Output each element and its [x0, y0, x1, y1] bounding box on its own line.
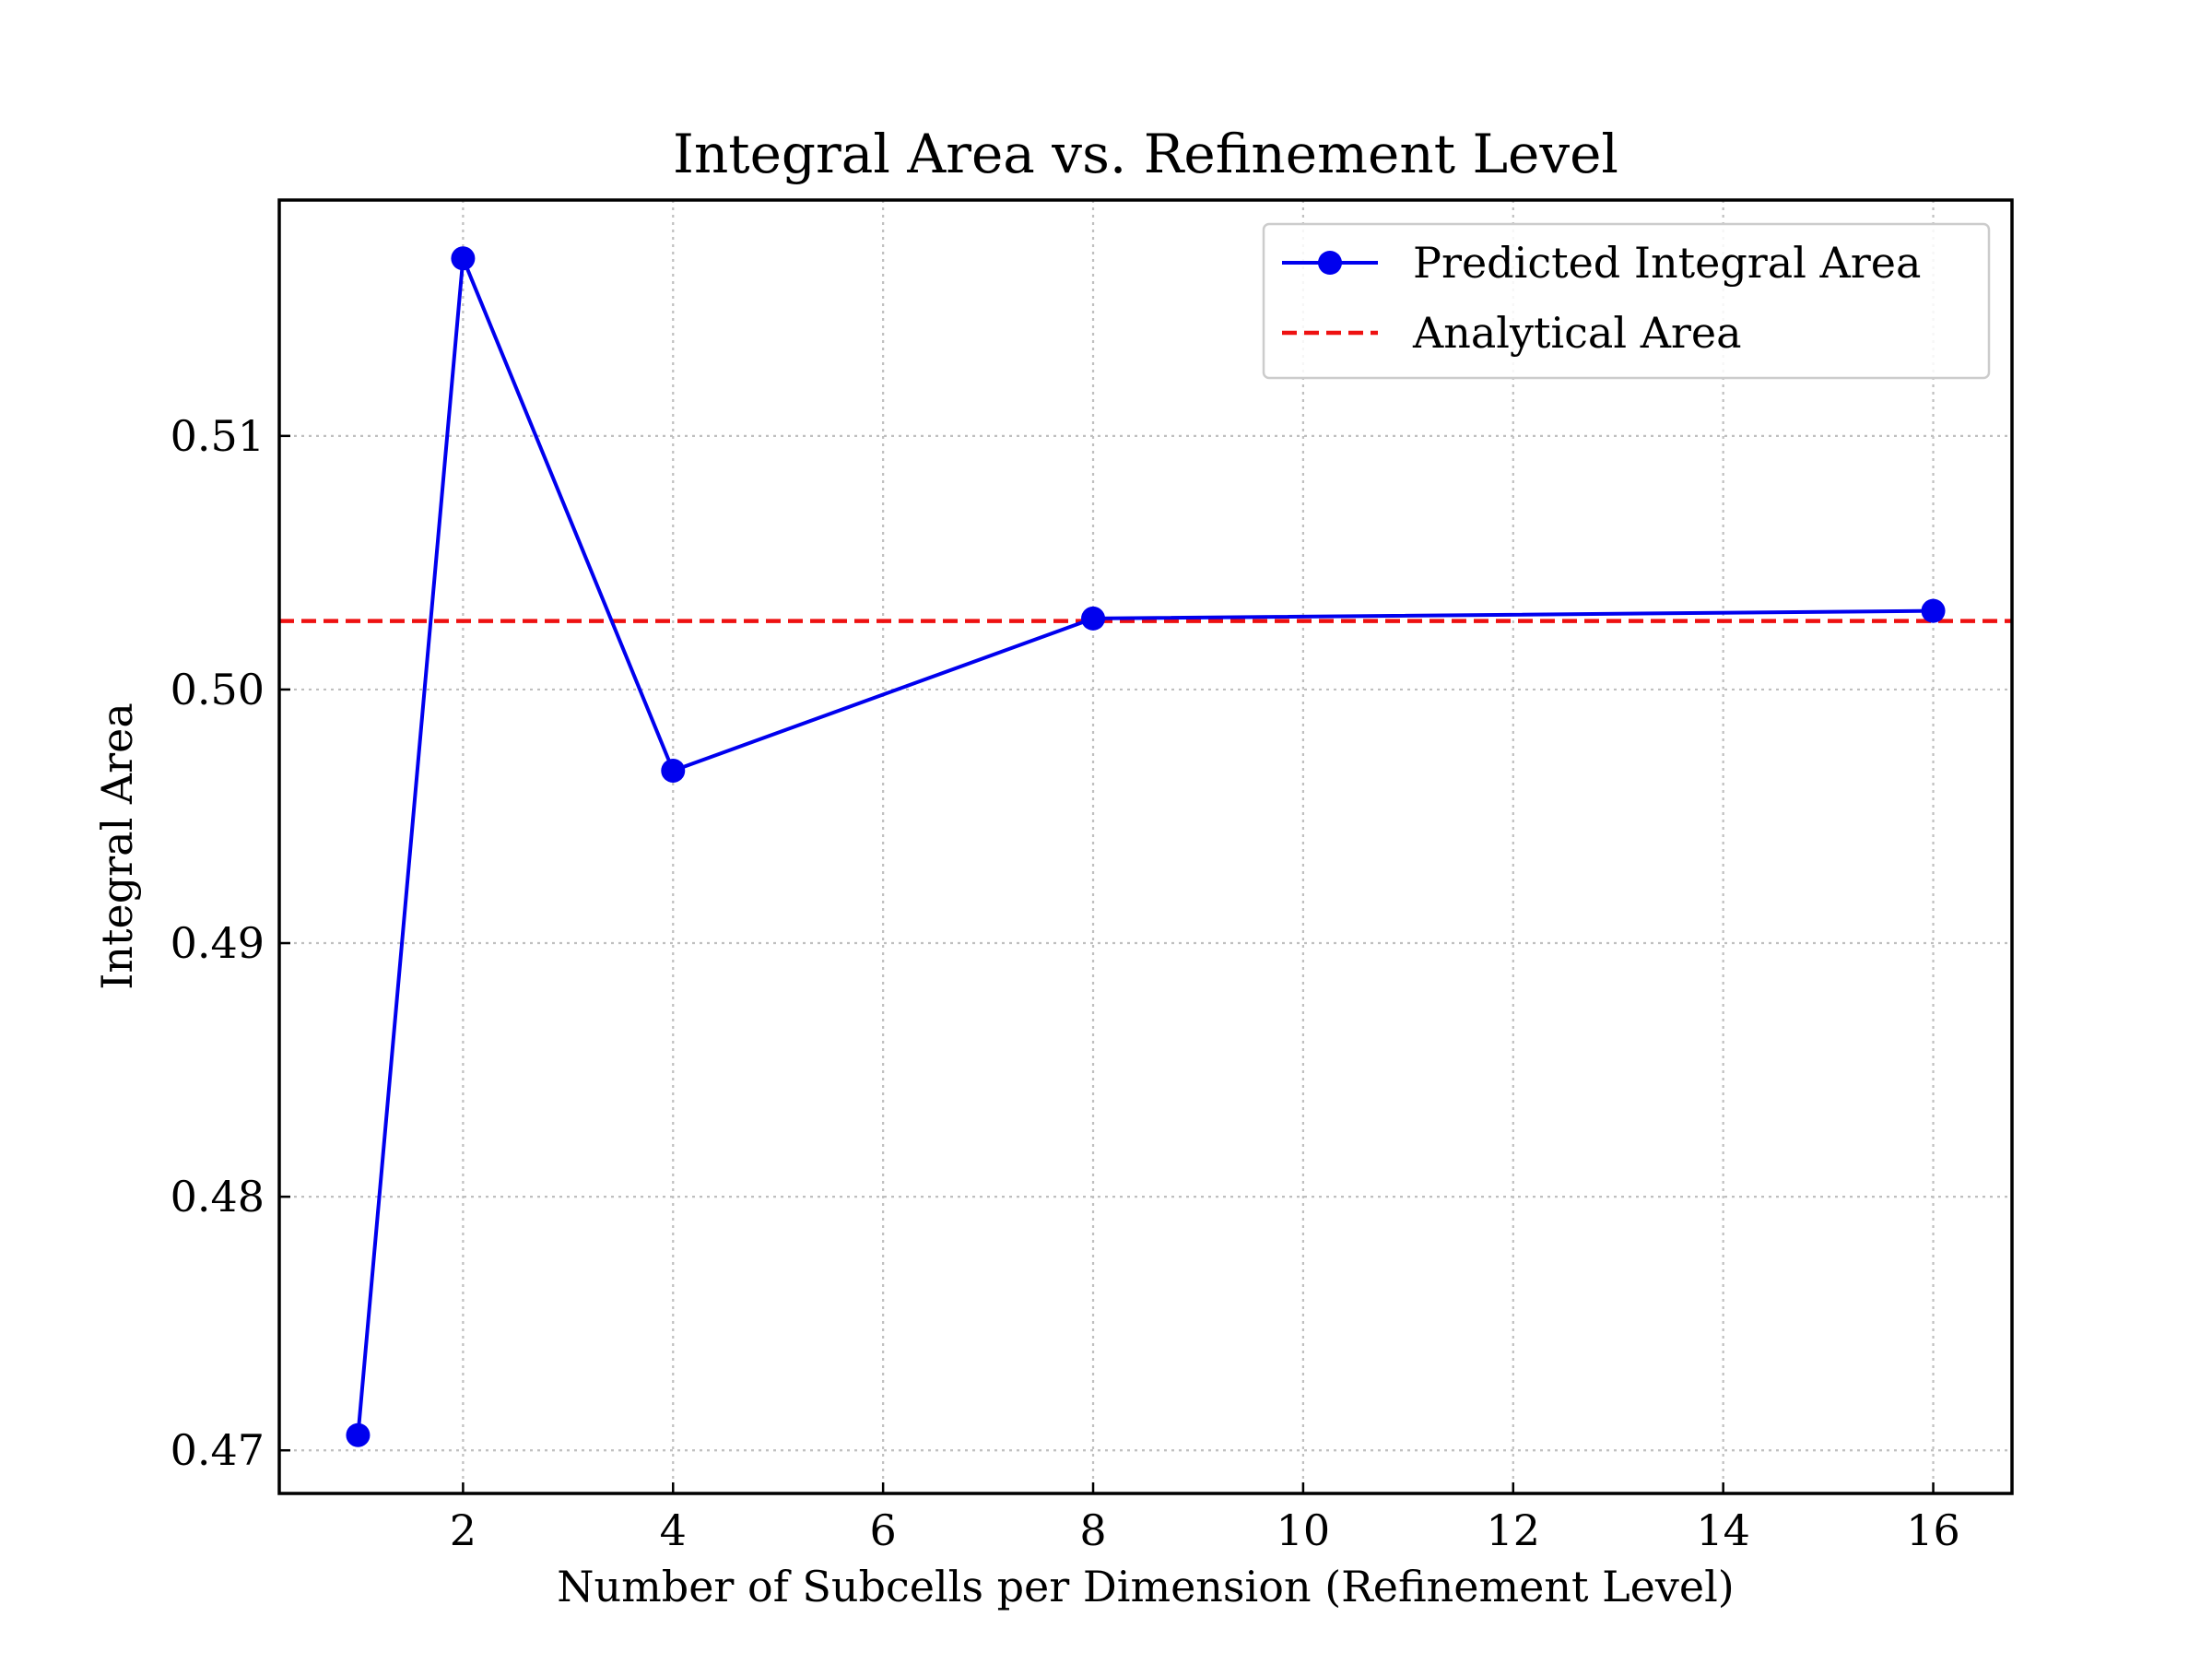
plot-area [279, 246, 2012, 1447]
legend-marker-predicted [1318, 251, 1342, 275]
data-point [451, 246, 476, 271]
data-point [346, 1422, 371, 1447]
legend-label-predicted: Predicted Integral Area [1413, 238, 1921, 288]
x-tick-label: 14 [1696, 1505, 1750, 1555]
x-tick-label: 16 [1906, 1505, 1960, 1555]
axis-ticks: 2 4 6 8 10 12 14 16 0.47 0.48 0.49 0.50 0.51 [171, 411, 1960, 1555]
data-point [661, 758, 686, 783]
plot-frame [277, 198, 2014, 1495]
x-tick-label: 12 [1487, 1505, 1541, 1555]
legend: Predicted Integral Area Analytical Area [1262, 222, 1991, 380]
x-axis-title: Number of Subcells per Dimension (Refine… [557, 1562, 1735, 1611]
y-tick-label: 0.51 [171, 411, 265, 461]
legend-label-analytical: Analytical Area [1412, 308, 1742, 358]
data-point [1081, 606, 1106, 631]
y-tick-label: 0.49 [171, 918, 265, 968]
y-tick-label: 0.48 [171, 1172, 265, 1221]
legend-box [1262, 222, 1991, 380]
x-tick-label: 6 [870, 1505, 897, 1555]
chart-title: Integral Area vs. Refinement Level [673, 123, 1618, 185]
y-tick-label: 0.47 [171, 1425, 265, 1475]
x-tick-label: 4 [660, 1505, 687, 1555]
x-tick-label: 8 [1079, 1505, 1106, 1555]
grid [279, 200, 2012, 1493]
y-axis-title: Integral Area [92, 702, 142, 990]
y-tick-label: 0.50 [171, 665, 265, 714]
x-tick-label: 10 [1277, 1505, 1331, 1555]
x-tick-label: 2 [450, 1505, 477, 1555]
data-point [1921, 598, 1946, 623]
